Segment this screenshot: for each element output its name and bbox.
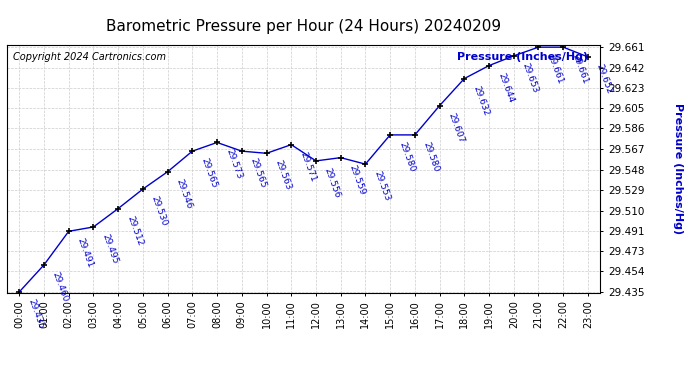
Text: 29.495: 29.495 (100, 232, 119, 265)
Text: 29.644: 29.644 (496, 71, 515, 104)
Text: 29.580: 29.580 (397, 141, 416, 173)
Text: 29.571: 29.571 (298, 150, 317, 183)
Text: 29.632: 29.632 (471, 84, 491, 117)
Text: 29.653: 29.653 (521, 62, 540, 94)
Text: 29.556: 29.556 (323, 166, 342, 199)
Text: 29.460: 29.460 (51, 270, 70, 303)
Text: Pressure (Inches/Hg): Pressure (Inches/Hg) (457, 53, 589, 62)
Text: 29.661: 29.661 (570, 53, 589, 86)
Text: 29.559: 29.559 (348, 163, 367, 196)
Text: Barometric Pressure per Hour (24 Hours) 20240209: Barometric Pressure per Hour (24 Hours) … (106, 19, 501, 34)
Text: 29.652: 29.652 (595, 63, 614, 95)
Text: 29.573: 29.573 (224, 148, 244, 181)
Text: 29.580: 29.580 (422, 141, 441, 173)
Text: 29.491: 29.491 (76, 237, 95, 269)
Text: 29.563: 29.563 (273, 159, 293, 192)
Text: 29.607: 29.607 (446, 111, 466, 144)
Text: 29.661: 29.661 (545, 53, 564, 86)
Text: 29.553: 29.553 (373, 170, 392, 202)
Text: Pressure (Inches/Hg): Pressure (Inches/Hg) (673, 103, 683, 234)
Text: Copyright 2024 Cartronics.com: Copyright 2024 Cartronics.com (13, 53, 166, 62)
Text: 29.546: 29.546 (175, 177, 194, 210)
Text: 29.530: 29.530 (150, 195, 169, 227)
Text: 29.512: 29.512 (125, 214, 144, 247)
Text: 29.565: 29.565 (248, 157, 268, 189)
Text: 29.435: 29.435 (26, 297, 46, 330)
Text: 29.565: 29.565 (199, 157, 219, 189)
